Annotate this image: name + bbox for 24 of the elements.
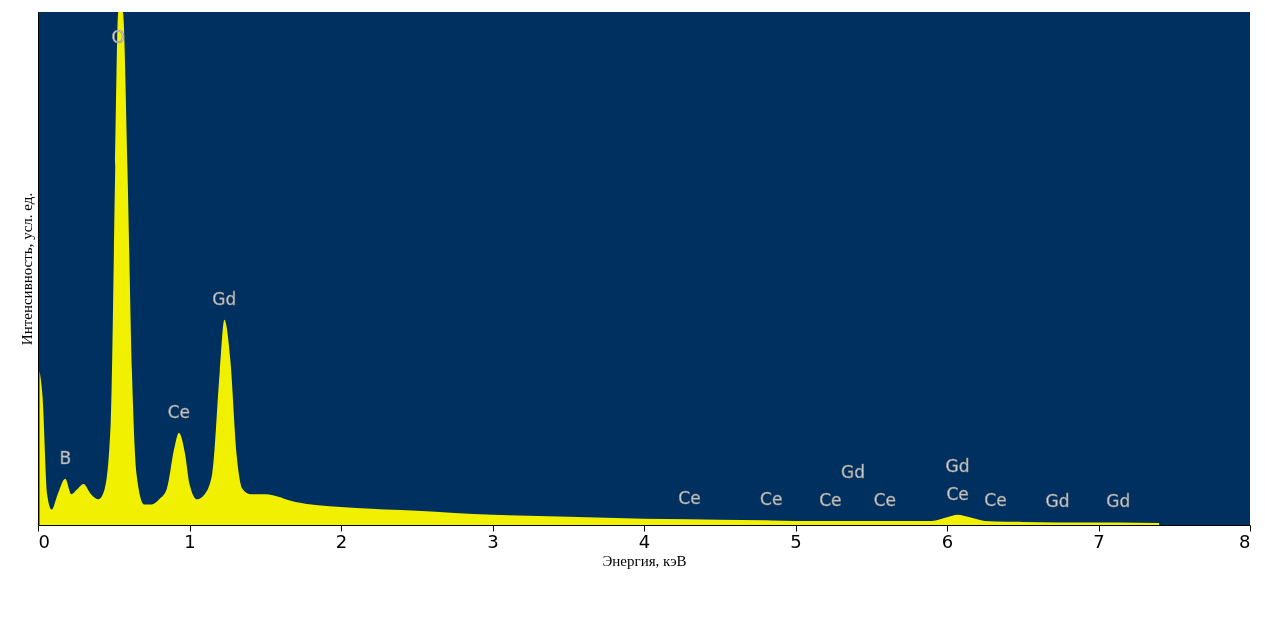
annotation: Gd [1045, 491, 1070, 512]
annotation: Ce [678, 488, 701, 509]
y-axis-title: Интенсивность, усл. ед. [18, 192, 35, 346]
annotation: Gd [841, 461, 866, 482]
annotation: Ce [873, 489, 897, 510]
x-tick-label: 0 [38, 530, 50, 552]
x-tick-label: 2 [335, 530, 348, 552]
annotation: Ce [167, 401, 191, 422]
annotation: Ce [819, 489, 842, 510]
annotation: Ce [946, 483, 969, 504]
x-tick-label: 4 [638, 530, 651, 552]
annotation: Gd [945, 455, 970, 476]
annotation: Gd [212, 288, 237, 309]
annotation: B [59, 447, 72, 468]
x-tick-label: 1 [184, 530, 196, 552]
x-tick-label: 8 [1239, 530, 1251, 552]
annotation: Ce [984, 490, 1007, 511]
annotation: Ce [760, 489, 783, 510]
x-tick-label: 3 [487, 530, 499, 552]
x-tick-label: 7 [1093, 530, 1105, 552]
x-axis-title: Энергия, кэВ [602, 552, 687, 569]
x-tick-label: 6 [941, 530, 954, 552]
annotation: Gd [1106, 491, 1131, 512]
x-tick-label: 5 [790, 530, 802, 552]
